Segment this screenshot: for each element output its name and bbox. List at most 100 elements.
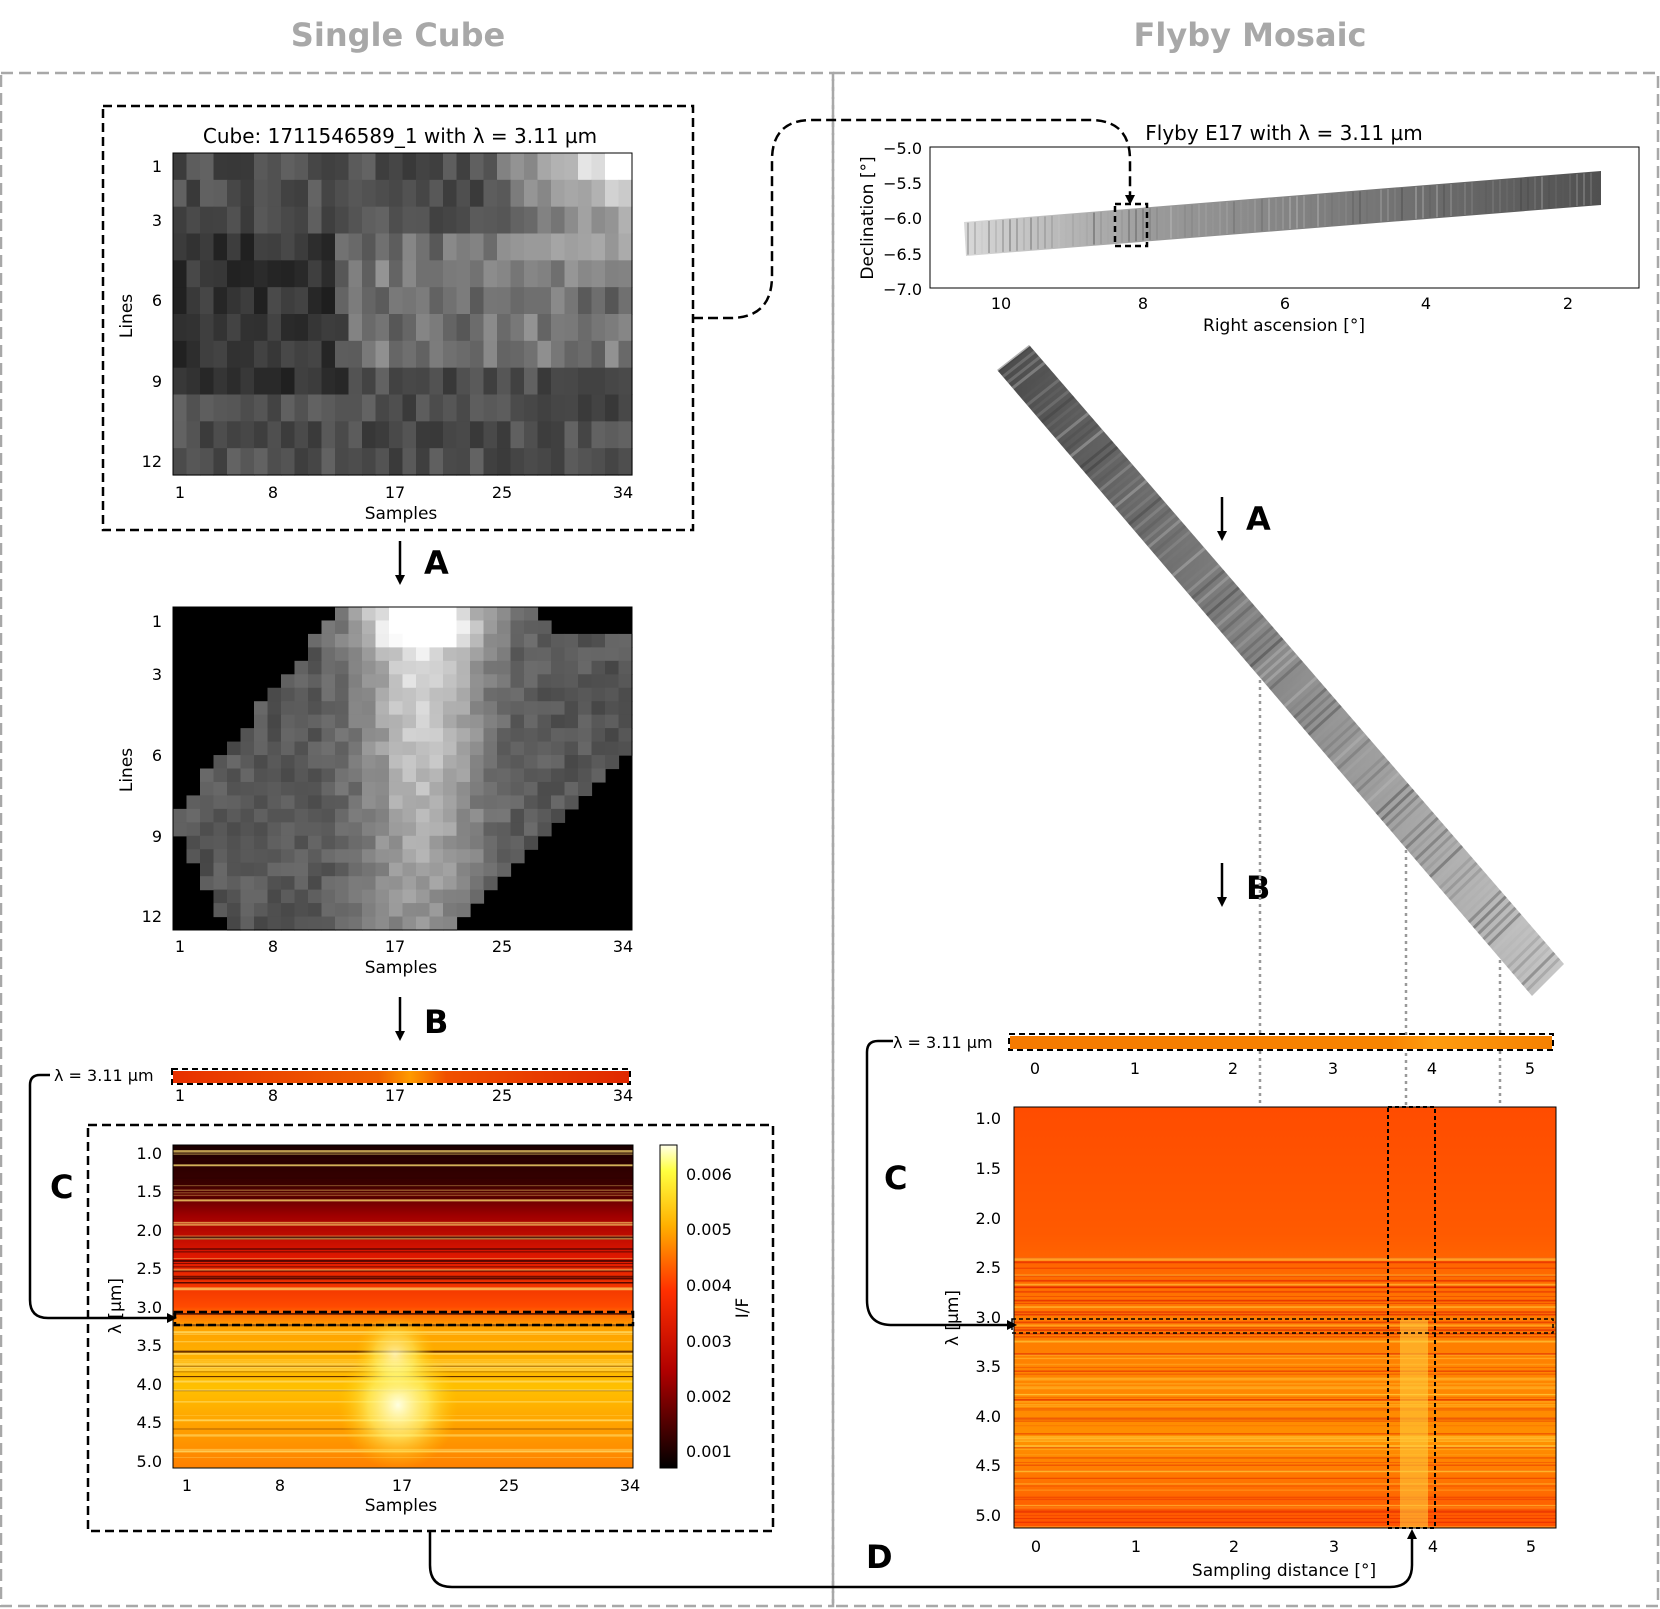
pixel <box>605 714 620 729</box>
swath-row <box>997 344 1031 373</box>
pixel <box>321 916 336 931</box>
pixel <box>605 755 620 770</box>
pixel <box>497 620 512 635</box>
pixel <box>362 795 377 810</box>
pixel <box>308 741 323 756</box>
pixel <box>416 808 431 823</box>
pixel <box>294 728 309 743</box>
swath-row <box>1162 535 1197 566</box>
pixel <box>402 862 417 877</box>
pixel <box>321 421 336 449</box>
pixel <box>362 260 377 288</box>
pixel <box>213 903 228 918</box>
pixel <box>375 916 390 931</box>
pixel <box>551 448 566 476</box>
pixel <box>537 233 552 261</box>
pixel <box>240 394 255 422</box>
pixel <box>362 233 377 261</box>
tick-label: 4 <box>1428 1537 1438 1556</box>
tick-label: 1.5 <box>137 1182 162 1201</box>
pixel <box>416 647 431 662</box>
pixel <box>308 394 323 422</box>
swath-row <box>1288 681 1323 714</box>
pixel <box>254 728 269 743</box>
pixel <box>564 314 579 342</box>
tick-label: 6 <box>152 291 162 310</box>
pixel <box>294 808 309 823</box>
pixel <box>173 822 188 837</box>
tick-label: 1.5 <box>976 1159 1001 1178</box>
rotated-swath <box>998 346 1564 996</box>
pixel <box>227 862 242 877</box>
pixel <box>564 340 579 369</box>
tick-label: 8 <box>268 483 278 502</box>
pixel <box>402 903 417 918</box>
pixel <box>186 287 201 315</box>
pixel <box>348 287 363 315</box>
pixel <box>227 179 242 208</box>
pixel <box>308 755 323 770</box>
swath-row <box>1152 524 1187 554</box>
pixel <box>456 287 471 315</box>
pixel <box>456 633 471 648</box>
strip-highlight-left <box>171 1068 631 1085</box>
pixel <box>497 660 512 675</box>
flyby-swath-marks <box>967 172 1592 255</box>
pixel <box>524 233 539 261</box>
pixel <box>578 701 593 716</box>
pixel <box>429 701 444 716</box>
pixel <box>618 701 633 716</box>
pixel <box>591 728 606 743</box>
pixel <box>497 153 512 181</box>
flyby-x-ticks: 10 8 6 4 2 <box>991 294 1573 313</box>
pixel <box>308 835 323 850</box>
pixel <box>348 620 363 635</box>
pixel <box>267 822 282 837</box>
pixel <box>294 421 309 449</box>
pixel <box>362 755 377 770</box>
pixel <box>429 394 444 422</box>
pixel <box>375 647 390 662</box>
pixel <box>564 660 579 675</box>
pixel <box>254 849 269 864</box>
pixel <box>551 714 566 729</box>
pixel <box>483 153 498 181</box>
pixel <box>537 674 552 689</box>
pixel <box>348 889 363 904</box>
pixel <box>470 233 485 261</box>
tick-label: 6 <box>1280 294 1290 313</box>
pixel <box>402 808 417 823</box>
pixel <box>443 340 458 369</box>
pixel <box>389 755 404 770</box>
pixel <box>375 421 390 449</box>
pixel <box>578 153 593 181</box>
pixel <box>173 260 188 288</box>
pixel <box>483 660 498 675</box>
pixel <box>227 741 242 756</box>
swath-row <box>1467 889 1502 924</box>
pixel <box>321 728 336 743</box>
pixel <box>308 701 323 716</box>
pixel <box>348 795 363 810</box>
pixel <box>537 633 552 648</box>
single-cube-panel <box>0 71 835 1608</box>
pixel <box>591 314 606 342</box>
pixel <box>362 876 377 891</box>
pixel <box>227 206 242 235</box>
pixel <box>362 781 377 797</box>
pixel <box>497 835 512 850</box>
pixel <box>402 674 417 689</box>
pixel <box>362 714 377 729</box>
pixel <box>362 620 377 635</box>
pixel <box>564 287 579 315</box>
pixel <box>564 795 579 810</box>
pixel <box>497 741 512 756</box>
tick-label: 5 <box>1525 1059 1535 1078</box>
pixel <box>213 340 228 369</box>
pixel <box>537 260 552 288</box>
pixel <box>510 687 525 702</box>
swath-row <box>1123 490 1158 520</box>
swath-row <box>1341 743 1376 776</box>
swath-row <box>1346 749 1381 782</box>
pixel <box>294 448 309 476</box>
